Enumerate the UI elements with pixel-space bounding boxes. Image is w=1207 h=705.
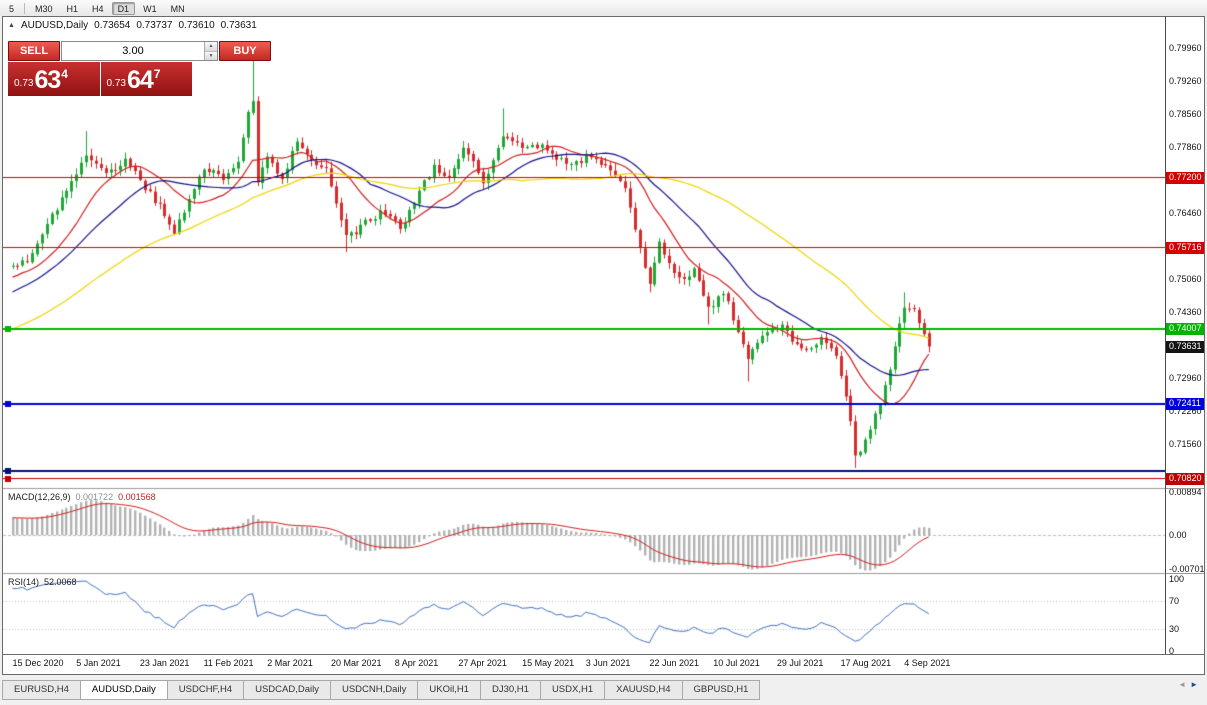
tab-scroll-right-button[interactable]: ► bbox=[1190, 680, 1198, 689]
sell-price-big-digits: 63 bbox=[34, 66, 61, 94]
buy-price-prefix: 0.73 bbox=[106, 78, 126, 89]
date-axis-label: 11 Feb 2021 bbox=[203, 658, 254, 668]
date-axis-label: 15 May 2021 bbox=[522, 658, 575, 668]
buy-price-big-digits: 64 bbox=[126, 66, 154, 94]
timeframe-button-h1[interactable]: H1 bbox=[61, 2, 85, 15]
volume-down-button[interactable]: ▼ bbox=[205, 51, 217, 60]
chart-tabs: EURUSD,H4 AUDUSD,Daily USDCHF,H4 USDCAD,Dai… bbox=[2, 680, 761, 700]
timeframe-button-m30[interactable]: M30 bbox=[29, 2, 59, 15]
timeframe-button-mn[interactable]: MN bbox=[165, 2, 191, 15]
price-chart-canvas[interactable] bbox=[3, 17, 1165, 654]
one-click-trading-panel: SELL ▲ ▼ BUY 0.73 63 4 0.73 64 7 bbox=[8, 41, 271, 96]
date-axis-label: 15 Dec 2020 bbox=[12, 658, 64, 668]
macd-signal-value: 0.001568 bbox=[118, 492, 156, 502]
price-line-label-badge: 0.70820 bbox=[1166, 473, 1204, 486]
price-axis-label: 0.72960 bbox=[1169, 373, 1202, 384]
chart-low-value: 0.73610 bbox=[178, 20, 215, 31]
macd-main-value: 0.001722 bbox=[75, 492, 114, 502]
one-click-panel-toggle-icon[interactable]: ▲ bbox=[8, 22, 15, 29]
buy-price-display[interactable]: 0.73 64 7 bbox=[100, 62, 192, 96]
price-axis-label: 0.75060 bbox=[1169, 274, 1202, 285]
price-axis-label: 0.76460 bbox=[1169, 208, 1202, 219]
time-axis[interactable]: 15 Dec 2020 5 Jan 2021 23 Jan 2021 11 Feb 2… bbox=[3, 654, 1204, 674]
date-axis-label: 4 Sep 2021 bbox=[904, 658, 951, 668]
volume-up-button[interactable]: ▲ bbox=[205, 42, 217, 52]
chart-tab-audusd-daily[interactable]: AUDUSD,Daily bbox=[79, 680, 168, 700]
date-axis-label: 5 Jan 2021 bbox=[76, 658, 121, 668]
macd-axis-label: 0.00 bbox=[1169, 530, 1187, 541]
macd-axis-label: 0.00894 bbox=[1169, 486, 1202, 497]
price-axis-label: 0.74360 bbox=[1169, 307, 1202, 318]
sell-price-prefix: 0.73 bbox=[14, 78, 34, 89]
rsi-value: 52.0068 bbox=[44, 577, 77, 587]
price-line-label-badge: 0.77200 bbox=[1166, 172, 1204, 185]
macd-axis-label: -0.00701 bbox=[1169, 564, 1205, 575]
rsi-axis-label: 30 bbox=[1169, 624, 1180, 635]
chart-tab-xauusd-h4[interactable]: XAUUSD,H4 bbox=[604, 680, 683, 700]
chart-tab-usdx-h1[interactable]: USDX,H1 bbox=[539, 680, 606, 700]
chart-symbol-label: AUDUSD,Daily bbox=[20, 20, 89, 31]
date-axis-label: 27 Apr 2021 bbox=[458, 658, 507, 668]
volume-input-group: ▲ ▼ bbox=[61, 41, 218, 61]
volume-spinner: ▲ ▼ bbox=[204, 42, 217, 60]
price-axis-label: 0.71560 bbox=[1169, 439, 1202, 450]
price-axis-label: 0.77860 bbox=[1169, 142, 1202, 153]
macd-indicator-header: MACD(12,26,9) 0.001722 0.001568 bbox=[8, 492, 156, 502]
toolbar-divider bbox=[24, 2, 26, 14]
date-axis-label: 23 Jan 2021 bbox=[139, 658, 190, 668]
timeframe-button-h4[interactable]: H4 bbox=[86, 2, 110, 15]
tab-scroll-buttons: ◄ ► bbox=[1178, 680, 1203, 689]
panel-separator bbox=[1166, 488, 1204, 489]
chart-close-value: 0.73631 bbox=[220, 20, 257, 31]
chart-tab-usdcad-daily[interactable]: USDCAD,Daily bbox=[243, 680, 331, 700]
date-axis-label: 17 Aug 2021 bbox=[840, 658, 892, 668]
timeframe-button-5[interactable]: 5 bbox=[3, 2, 20, 15]
rsi-axis-label: 70 bbox=[1169, 595, 1180, 606]
volume-input[interactable] bbox=[62, 42, 204, 60]
price-axis-label: 0.79960 bbox=[1169, 43, 1202, 53]
rsi-axis-label: 0 bbox=[1169, 646, 1175, 656]
timeframe-button-d1[interactable]: D1 bbox=[111, 1, 136, 15]
price-axis-label: 0.72260 bbox=[1169, 406, 1202, 417]
price-axis-label: 0.78560 bbox=[1169, 109, 1202, 120]
price-axis-label: 0.79260 bbox=[1169, 76, 1202, 87]
current-price-badge: 0.73631 bbox=[1166, 340, 1204, 353]
chart-high-value: 0.73737 bbox=[136, 20, 173, 31]
sell-price-display[interactable]: 0.73 63 4 bbox=[8, 62, 100, 96]
chart-tab-dj30-h1[interactable]: DJ30,H1 bbox=[479, 680, 541, 700]
chart-tab-usdcnh-daily[interactable]: USDCNH,Daily bbox=[329, 680, 419, 700]
chart-tab-ukoil-h1[interactable]: UKOil,H1 bbox=[417, 680, 481, 700]
date-axis-label: 20 Mar 2021 bbox=[331, 658, 382, 668]
date-axis-label: 22 Jun 2021 bbox=[649, 658, 700, 668]
price-line-label-badge: 0.74007 bbox=[1166, 322, 1204, 335]
chart-tab-gbpusd-h1[interactable]: GBPUSD,H1 bbox=[681, 680, 761, 700]
chart-tab-usdchf-h4[interactable]: USDCHF,H4 bbox=[166, 680, 245, 700]
chart-tab-bar: EURUSD,H4 AUDUSD,Daily USDCHF,H4 USDCAD,Dai… bbox=[0, 675, 1207, 705]
date-axis-label: 2 Mar 2021 bbox=[267, 658, 313, 668]
timeframe-button-w1[interactable]: W1 bbox=[137, 2, 163, 15]
macd-label: MACD(12,26,9) bbox=[8, 492, 71, 502]
rsi-axis-label: 100 bbox=[1169, 574, 1185, 584]
sell-button[interactable]: SELL bbox=[8, 41, 60, 61]
rsi-label: RSI(14) bbox=[8, 577, 40, 587]
rsi-indicator-header: RSI(14) 52.0068 bbox=[8, 577, 77, 587]
chart-title: ▲ AUDUSD,Daily 0.73654 0.73737 0.73610 0… bbox=[8, 20, 257, 31]
date-axis-label: 8 Apr 2021 bbox=[394, 658, 439, 668]
chart-open-value: 0.73654 bbox=[94, 20, 131, 31]
price-line-label-badge: 0.75716 bbox=[1166, 242, 1204, 255]
panel-separator bbox=[1166, 573, 1204, 574]
price-line-label-badge: 0.72411 bbox=[1166, 398, 1204, 411]
price-axis[interactable]: 0.79960 0.79260 0.78560 0.77860 0.76460 0.750… bbox=[1165, 17, 1205, 656]
buy-button[interactable]: BUY bbox=[219, 41, 271, 61]
buy-price-pip-digit: 7 bbox=[153, 67, 161, 81]
chart-tab-eurusd-h4[interactable]: EURUSD,H4 bbox=[2, 680, 81, 700]
date-axis-label: 29 Jul 2021 bbox=[776, 658, 824, 668]
date-axis-label: 10 Jul 2021 bbox=[713, 658, 760, 668]
tab-scroll-left-button[interactable]: ◄ bbox=[1178, 680, 1187, 689]
chart-window: ▲ AUDUSD,Daily 0.73654 0.73737 0.73610 0… bbox=[2, 16, 1205, 675]
sell-price-pip-digit: 4 bbox=[61, 67, 68, 81]
timeframe-toolbar: 5 M30 H1 H4 D1 W1 MN bbox=[0, 0, 1207, 16]
date-axis-label: 3 Jun 2021 bbox=[585, 658, 631, 668]
